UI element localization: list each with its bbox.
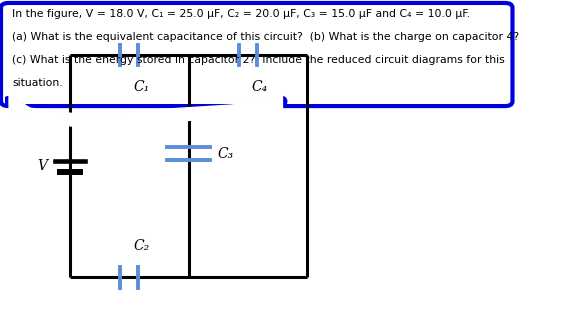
Text: (a) What is the equivalent capacitance of this circuit?  (b) What is the charge : (a) What is the equivalent capacitance o… [12, 32, 519, 42]
Text: (c) What is the energy stored in capacitor 2?  Include the reduced circuit diagr: (c) What is the energy stored in capacit… [12, 55, 505, 65]
Text: C₃: C₃ [218, 147, 234, 161]
Text: C₂: C₂ [133, 239, 149, 253]
Text: situation.: situation. [12, 78, 63, 88]
Text: C₁: C₁ [133, 80, 149, 94]
Text: In the figure, V = 18.0 V, C₁ = 25.0 μF, C₂ = 20.0 μF, C₃ = 15.0 μF and C₄ = 10.: In the figure, V = 18.0 V, C₁ = 25.0 μF,… [12, 9, 470, 19]
Text: V: V [38, 159, 47, 173]
Text: C₄: C₄ [252, 80, 268, 94]
